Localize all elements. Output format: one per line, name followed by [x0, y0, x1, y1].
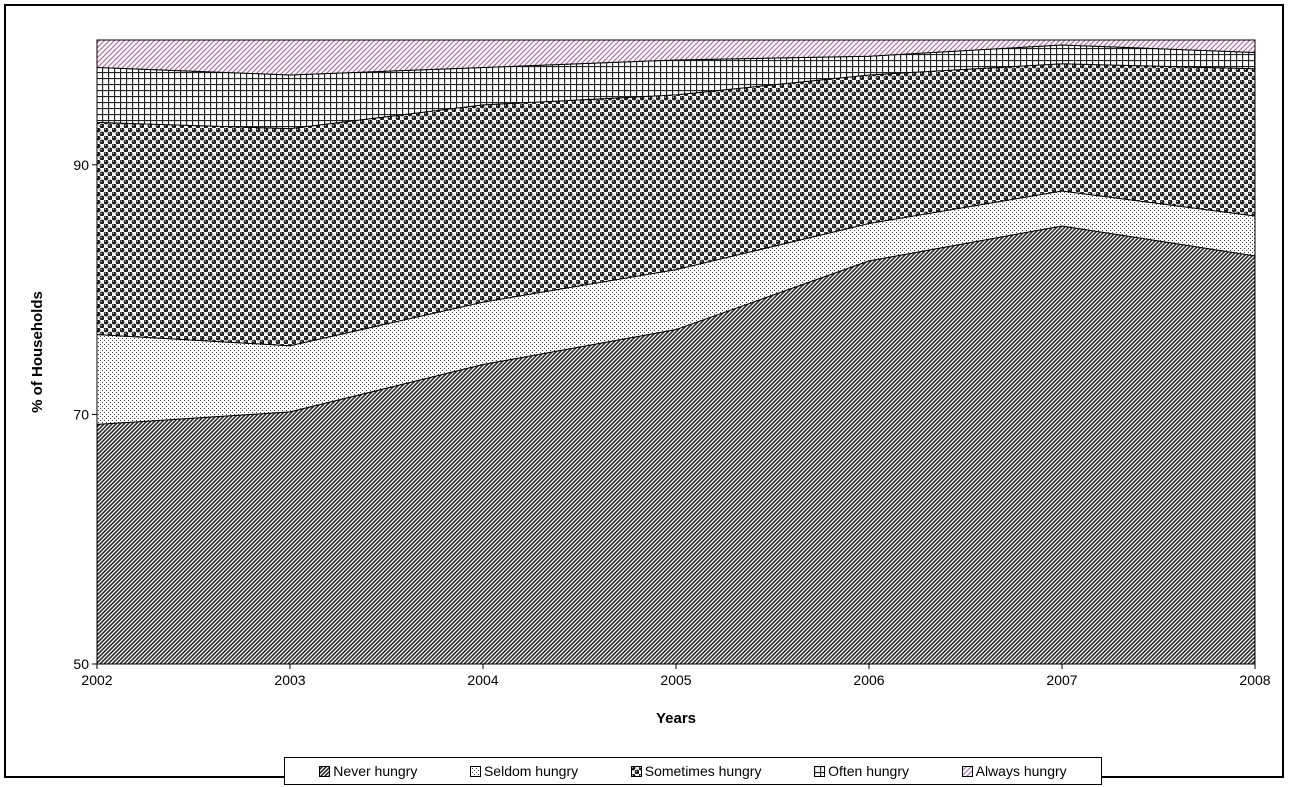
legend-item: Always hungry [961, 763, 1067, 779]
y-tick-label: 90 [73, 157, 89, 173]
legend-label: Seldom hungry [483, 763, 579, 779]
legend-swatch [961, 765, 973, 777]
x-tick-label: 2004 [467, 672, 498, 688]
area-series-group [96, 39, 1256, 665]
legend-item: Seldom hungry [469, 763, 579, 779]
legend-swatch [469, 765, 481, 777]
x-tick-label: 2007 [1046, 672, 1077, 688]
chart-legend: Never hungry Seldom hungry Sometimes hungr… [284, 757, 1102, 785]
legend-label: Never hungry [333, 763, 418, 779]
legend-item: Never hungry [319, 763, 417, 779]
axes-group: 50 70 90 2002 2003 2004 2005 2006 2007 2008 [73, 39, 1271, 688]
legend-label: Sometimes hungry [644, 763, 762, 779]
legend-label: Always hungry [975, 763, 1067, 779]
x-tick-label: 2006 [853, 672, 884, 688]
x-tick-label: 2002 [81, 672, 112, 688]
y-axis-title: % of Households [29, 291, 46, 413]
legend-label: Often hungry [828, 763, 909, 779]
legend-swatch [814, 765, 826, 777]
legend-item: Sometimes hungry [630, 763, 762, 779]
legend-item: Often hungry [814, 763, 909, 779]
x-tick-label: 2005 [660, 672, 691, 688]
x-tick-label: 2003 [274, 672, 305, 688]
y-tick-label: 70 [73, 406, 89, 422]
legend-swatch [319, 765, 331, 777]
x-axis-title: Years [656, 710, 696, 727]
x-tick-label: 2008 [1239, 672, 1270, 688]
y-tick-label: 50 [73, 656, 89, 672]
legend-swatch [630, 765, 642, 777]
